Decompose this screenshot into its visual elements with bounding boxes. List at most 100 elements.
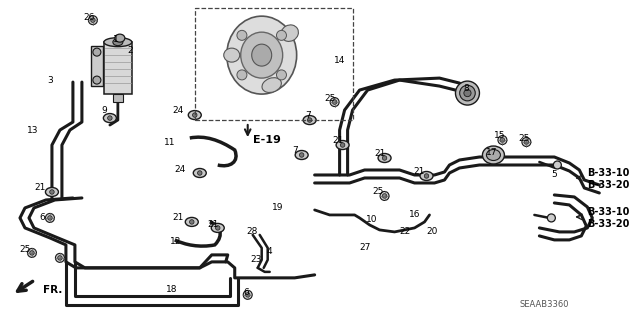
Text: 18: 18 [166,286,177,294]
Ellipse shape [486,150,500,160]
Text: 5: 5 [552,170,557,180]
Ellipse shape [193,168,206,177]
Ellipse shape [224,48,240,62]
Text: 24: 24 [174,166,186,174]
Text: 25: 25 [372,188,383,197]
Text: B-33-10: B-33-10 [588,168,630,178]
Circle shape [276,70,287,80]
Circle shape [500,138,505,142]
Ellipse shape [186,218,198,226]
Text: 21: 21 [207,220,218,229]
Text: FR.: FR. [43,285,62,295]
Circle shape [330,98,339,107]
Ellipse shape [45,188,58,197]
Text: 21: 21 [414,167,425,176]
Text: 4: 4 [267,248,273,256]
Circle shape [48,216,52,220]
Text: 17: 17 [486,147,497,157]
Circle shape [91,18,95,22]
Text: 10: 10 [366,215,378,225]
Circle shape [276,30,287,40]
Ellipse shape [227,16,297,94]
Text: 19: 19 [272,204,284,212]
Circle shape [332,100,337,104]
Circle shape [93,48,101,56]
Bar [91,46,103,86]
Text: 20: 20 [427,227,438,236]
Text: 12: 12 [170,237,182,246]
Text: 21: 21 [35,183,45,192]
Circle shape [464,90,471,97]
Text: 24: 24 [172,106,184,115]
Ellipse shape [378,153,391,162]
Circle shape [88,16,97,25]
Circle shape [300,153,304,157]
Circle shape [340,143,345,147]
Ellipse shape [252,44,272,66]
Circle shape [28,249,36,257]
Text: 7: 7 [305,111,310,120]
Text: 21: 21 [374,149,385,158]
Text: 8: 8 [463,84,469,93]
Circle shape [460,85,476,101]
Text: 13: 13 [28,126,38,135]
Circle shape [189,220,194,224]
Circle shape [522,137,531,146]
Text: 22: 22 [399,227,410,236]
Circle shape [554,161,561,169]
Text: B-33-10: B-33-10 [588,207,630,217]
Ellipse shape [281,25,298,41]
Text: 25: 25 [518,134,530,143]
Circle shape [56,253,65,263]
Text: 15: 15 [493,130,505,139]
Circle shape [29,251,34,255]
Text: 25: 25 [19,245,31,254]
Circle shape [50,190,54,194]
Text: 9: 9 [101,106,107,115]
Circle shape [456,81,479,105]
Text: 21: 21 [332,136,343,145]
Circle shape [108,116,112,120]
Ellipse shape [211,223,224,233]
Circle shape [193,113,197,117]
Ellipse shape [188,111,201,120]
Ellipse shape [104,114,116,122]
Ellipse shape [262,78,282,93]
Text: 21: 21 [172,213,184,222]
Text: 7: 7 [292,145,298,154]
Circle shape [382,194,387,198]
Ellipse shape [104,38,132,47]
Text: 6: 6 [39,213,45,222]
Text: 16: 16 [409,211,420,219]
Ellipse shape [241,32,283,78]
Circle shape [547,214,556,222]
Circle shape [216,226,220,230]
Ellipse shape [295,151,308,160]
Circle shape [243,290,252,299]
Circle shape [198,171,202,175]
Text: 26: 26 [83,13,95,22]
Circle shape [93,76,101,84]
Ellipse shape [115,34,125,42]
Text: 27: 27 [359,243,371,252]
Ellipse shape [483,146,504,164]
Circle shape [246,293,250,297]
Circle shape [382,156,387,160]
Text: 11: 11 [164,137,175,146]
Bar [104,42,132,94]
Circle shape [307,118,312,122]
Ellipse shape [303,115,316,124]
Circle shape [380,191,389,200]
Text: 14: 14 [334,56,346,65]
Text: 6: 6 [244,288,250,297]
Circle shape [237,70,247,80]
Ellipse shape [336,141,349,150]
Text: 3: 3 [47,76,53,85]
Text: 1: 1 [113,35,119,44]
Text: 28: 28 [246,227,257,236]
Text: E-19: E-19 [253,135,280,145]
Text: B-33-20: B-33-20 [588,219,630,229]
Circle shape [524,140,529,144]
Ellipse shape [113,39,123,46]
Bar [113,94,123,102]
